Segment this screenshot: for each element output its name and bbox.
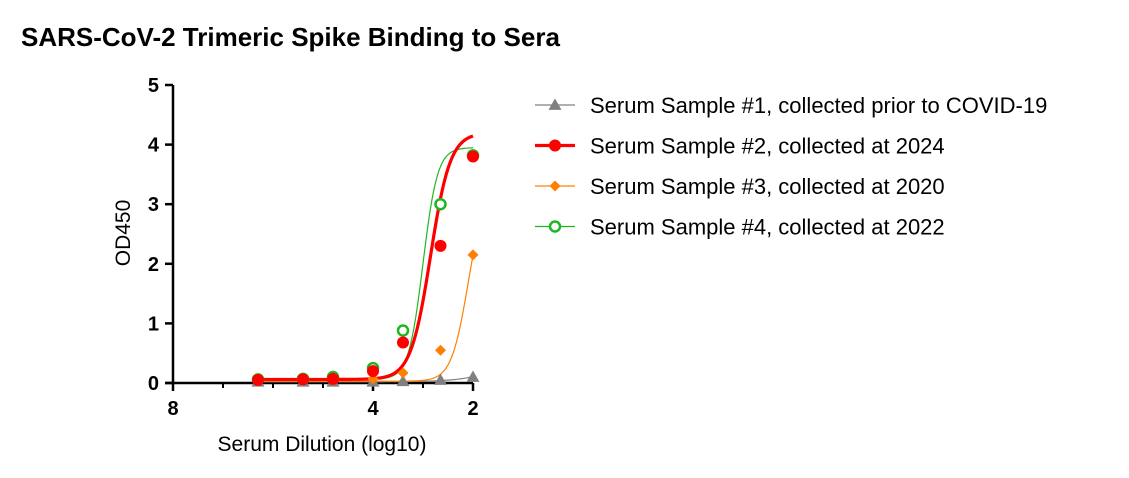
data-point	[367, 365, 379, 378]
data-point	[548, 220, 562, 233]
legend-label: Serum Sample #3, collected at 2020	[590, 174, 945, 199]
curves-layer	[258, 134, 474, 383]
legend-label: Serum Sample #1, collected prior to COVI…	[590, 93, 1047, 118]
legend-label: Serum Sample #4, collected at 2022	[590, 215, 945, 240]
legend: Serum Sample #1, collected prior to COVI…	[535, 93, 1047, 240]
y-tick-label: 4	[148, 135, 160, 157]
data-point	[466, 370, 480, 382]
data-point	[435, 344, 446, 356]
markers-layer	[251, 149, 480, 387]
data-point	[252, 374, 264, 387]
chart-title: SARS-CoV-2 Trimeric Spike Binding to Ser…	[21, 22, 560, 52]
data-point	[396, 324, 410, 337]
fit-curve	[258, 147, 474, 381]
data-point	[434, 373, 447, 385]
data-point	[467, 249, 479, 261]
data-point	[327, 372, 339, 385]
y-tick-label: 1	[148, 313, 159, 335]
x-tick-label: 2	[467, 398, 478, 420]
data-point	[297, 373, 309, 386]
y-tick-label: 0	[148, 373, 159, 395]
fit-curve	[258, 134, 474, 382]
data-point	[467, 150, 479, 163]
data-point	[434, 239, 447, 252]
data-point	[549, 180, 561, 192]
data-point	[549, 139, 561, 152]
data-point	[397, 336, 409, 349]
data-point	[434, 197, 447, 211]
x-tick-label: 4	[367, 398, 379, 420]
y-tick-label: 2	[148, 254, 159, 276]
x-tick-label: 8	[167, 398, 178, 420]
data-point	[396, 374, 410, 387]
y-tick-label: 3	[148, 194, 159, 216]
y-axis-label: OD450	[112, 200, 135, 267]
data-point	[548, 98, 562, 110]
legend-label: Serum Sample #2, collected at 2024	[590, 134, 945, 159]
fit-curve	[258, 255, 474, 382]
axes-layer: 0 1 2 3 4 5 8 4 2	[148, 75, 479, 420]
data-point	[397, 367, 409, 379]
x-axis-label: Serum Dilution (log10)	[218, 433, 427, 456]
y-tick-label: 5	[148, 75, 159, 97]
